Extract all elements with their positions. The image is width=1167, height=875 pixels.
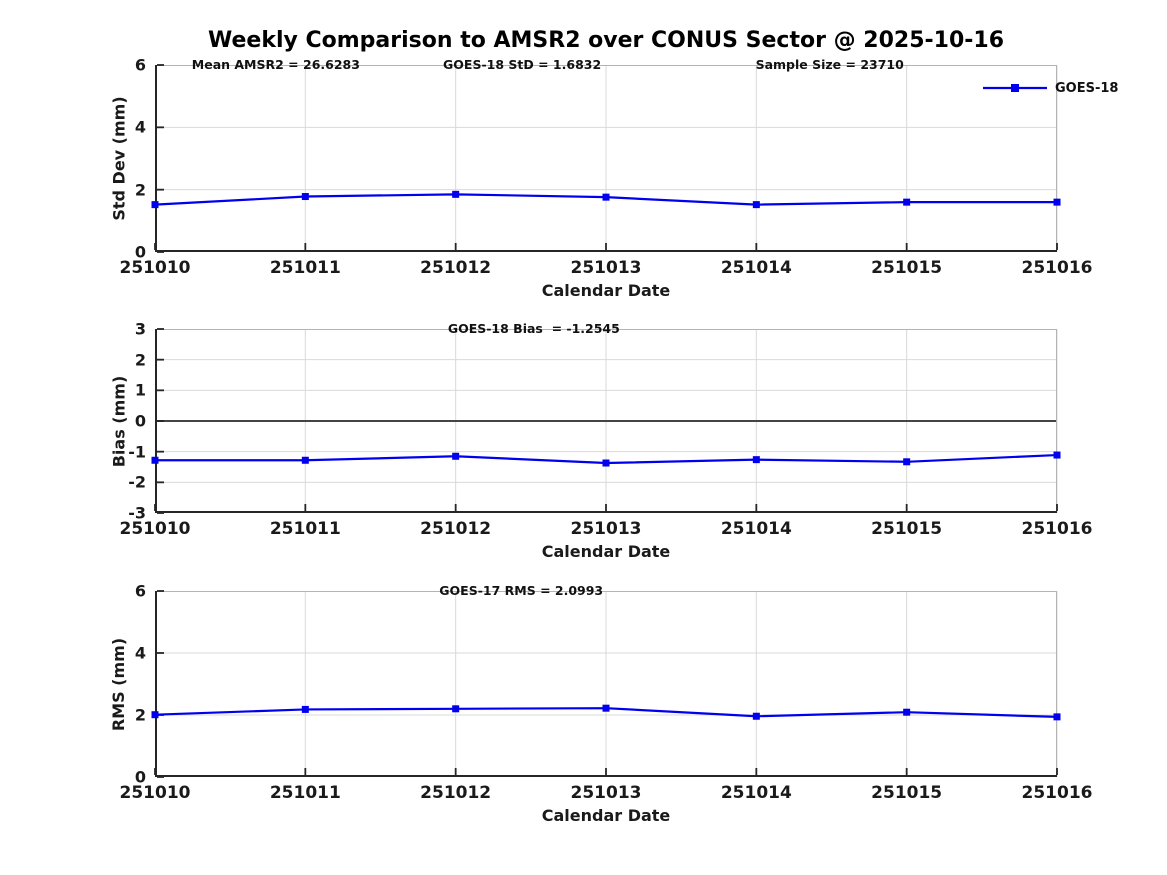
data-point-marker [602,704,610,712]
y-tick-label: 0 [134,411,146,431]
y-tick-label: 0 [134,242,146,262]
y-tick-label: 6 [134,581,146,601]
x-tick-label: 251016 [1021,258,1093,278]
data-point-marker [452,705,460,713]
x-tick-label: 251014 [720,519,792,539]
data-point-marker [151,456,159,464]
data-point-marker [301,456,309,464]
y-tick-label: -2 [128,472,146,492]
x-axis-label: Calendar Date [541,281,671,300]
y-axis-label: Bias (mm) [95,329,143,513]
data-point-marker [602,459,610,467]
x-tick-label: 251011 [269,783,341,803]
y-tick-label: -1 [128,442,146,462]
data-point-marker [301,705,309,713]
data-point-marker [452,452,460,460]
x-tick-label: 251013 [570,519,642,539]
y-tick-label: 6 [134,55,146,75]
legend-marker [1011,84,1019,92]
data-point-marker [752,712,760,720]
x-tick-label: 251010 [119,783,191,803]
x-tick-label: 251014 [720,258,792,278]
x-tick-label: 251012 [420,783,492,803]
rms-plot: 0 2 4 6 251010 251011 251012 251013 251014 251015… [110,582,1093,826]
y-tick-label: 4 [134,643,146,663]
data-point-marker [903,198,911,206]
x-tick-label: 251015 [871,783,943,803]
x-tick-label: 251011 [269,258,341,278]
plot-canvas [151,328,1061,514]
data-point-marker [151,711,159,719]
x-tick-label: 251014 [720,783,792,803]
y-axis-label-text: Std Dev (mm) [109,96,129,221]
x-tick-label: 251010 [119,519,191,539]
stat-annotation: Mean AMSR2 = 26.6283 [191,56,360,72]
data-point-marker [1053,198,1061,206]
stat-annotation: GOES-18 Bias = -1.2545 [447,320,620,336]
legend: GOES-18 [983,80,1118,96]
stat-annotation: GOES-18 StD = 1.6832 [443,56,602,72]
y-tick-label: 0 [134,767,146,787]
bias-plot: -3 -2 -1 0 1 2 3 251010 251011 251012 251013 251014… [110,320,1093,562]
x-axis-label: Calendar Date [541,806,671,825]
y-tick-label: 2 [134,350,146,370]
x-tick-label: 251016 [1021,519,1093,539]
y-axis-label: Std Dev (mm) [95,65,143,252]
y-axis-label-text: Bias (mm) [109,375,129,467]
legend-label: GOES-18 [1055,80,1119,96]
y-tick-label: 2 [134,705,146,725]
plot-canvas [151,590,1061,778]
data-point-marker [903,458,911,466]
stat-annotation: Sample Size = 23710 [755,56,904,72]
x-tick-label: 251015 [871,519,943,539]
x-tick-label: 251010 [119,258,191,278]
y-tick-label: -3 [128,503,146,523]
x-tick-label: 251013 [570,258,642,278]
x-axis-label: Calendar Date [541,542,671,561]
data-point-marker [452,190,460,198]
stddev-plot: 0 2 4 6 251010 251011 251012 251013 251014 251015… [110,56,1119,301]
plot-canvas [151,64,1061,253]
legend-line-sample [983,84,1047,92]
data-point-marker [752,201,760,209]
x-tick-label: 251011 [269,519,341,539]
data-point-marker [903,708,911,716]
data-point-marker [602,193,610,201]
figure-title: Weekly Comparison to AMSR2 over CONUS Se… [208,28,1004,53]
x-tick-label: 251016 [1021,783,1093,803]
x-tick-label: 251012 [420,519,492,539]
data-point-marker [1053,451,1061,459]
y-tick-label: 3 [134,319,146,339]
x-tick-label: 251012 [420,258,492,278]
y-axis-label-text: RMS (mm) [109,637,129,731]
data-point-marker [151,201,159,209]
data-point-marker [301,193,309,201]
x-tick-label: 251013 [570,783,642,803]
y-tick-label: 2 [134,180,146,200]
x-tick-label: 251015 [871,258,943,278]
y-axis-label: RMS (mm) [95,591,143,777]
y-tick-label: 4 [134,117,146,137]
data-point-marker [752,456,760,464]
stat-annotation: GOES-17 RMS = 2.0993 [439,582,604,598]
data-point-marker [1053,713,1061,721]
y-tick-label: 1 [134,380,146,400]
